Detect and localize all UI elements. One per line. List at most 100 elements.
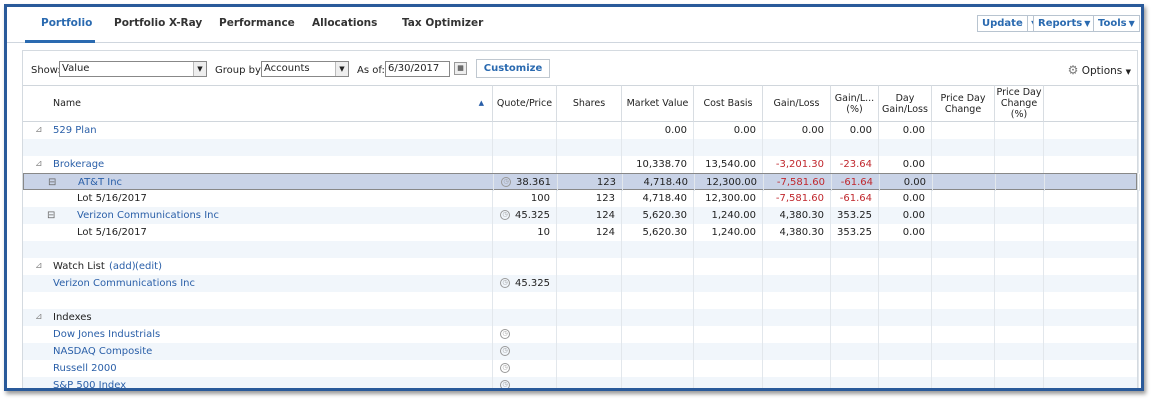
quote-price-cell: ◷ 45.325 [493,275,557,292]
row-name[interactable]: S&P 500 Index [53,380,127,391]
tab-tax-optimizer[interactable]: Tax Optimizer [402,17,484,29]
blank-row [23,292,1139,309]
group-by-value: Accounts [264,63,310,74]
cost-basis-cell [694,360,763,377]
column-header-market-value[interactable]: Market Value [622,85,694,122]
table-row[interactable]: ⊿ 529 Plan 0.00 0.00 0.00 0.00 0.00 [23,122,1139,139]
row-name[interactable]: Russell 2000 [53,363,117,374]
chevron-down-icon: ▼ [1084,19,1091,28]
price-day-change-cell [932,309,995,326]
name-cell: Russell 2000 [23,360,493,377]
shares-cell [557,309,622,326]
column-header-price-day-change[interactable]: Price Day Change [932,85,995,122]
table-row[interactable]: ⊿ Indexes [23,309,1139,326]
cost-basis-cell [694,139,763,156]
group-by-select[interactable]: Accounts ▼ [261,61,349,77]
cell-value: 4,380.30 [779,227,824,238]
name-cell [23,139,493,156]
collapse-triangle-icon[interactable]: ⊿ [35,261,43,271]
filler-cell [1044,377,1139,388]
tab-allocations[interactable]: Allocations [312,17,378,29]
watchlist-add-link[interactable]: (add) [109,261,136,272]
table-row[interactable]: S&P 500 Index ◷ [23,377,1139,391]
name-cell: S&P 500 Index [23,377,493,391]
cell-value: 123 [596,177,616,188]
collapse-triangle-icon[interactable]: ⊿ [35,125,43,135]
table-row[interactable]: ⊿ Watch List (add) (edit) [23,258,1139,275]
gain-loss-cell: -3,201.30 [763,156,831,173]
table-row[interactable]: ⊿ Brokerage 10,338.70 13,540.00 -3,201.30 -23… [23,156,1139,173]
show-select[interactable]: Value ▼ [59,61,207,77]
column-header-label: Gain/Loss [773,98,820,109]
collapse-triangle-icon[interactable]: ⊿ [35,312,43,322]
tab-portfolio[interactable]: Portfolio [41,17,93,29]
column-header-day-gain-loss[interactable]: Day Gain/Loss [879,85,932,122]
tools-button[interactable]: Tools ▼ [1093,15,1140,32]
column-header-shares[interactable]: Shares [557,85,622,122]
column-header-cost-basis[interactable]: Cost Basis [694,85,763,122]
table-row[interactable]: Lot 5/16/2017 100 123 4,718.40 12,300.00 -7,5… [23,190,1139,207]
row-name[interactable]: Dow Jones Industrials [53,329,161,340]
table-row[interactable]: Verizon Communications Inc ◷ 45.325 [23,275,1139,292]
column-header-name[interactable]: Name ▲ [23,85,493,122]
day-gain-loss-cell [879,241,932,258]
collapse-triangle-icon[interactable]: ⊿ [35,159,43,169]
row-name[interactable]: 529 Plan [53,125,97,136]
price-day-change-pct-cell [995,207,1044,224]
row-name[interactable]: Brokerage [53,159,105,170]
price-day-change-cell [932,139,995,156]
market-value-cell: 0.00 [622,122,694,139]
column-header-gain-loss-pct[interactable]: Gain/L... (%) [831,85,879,122]
collapse-box-icon[interactable]: ⊟ [47,210,56,221]
column-header-filler[interactable] [1044,85,1139,122]
cell-value: 0.00 [801,125,824,136]
column-header-price-day-change-pct[interactable]: Price Day Change (%) [995,85,1044,122]
row-name: Watch List [53,261,105,272]
show-value: Value [62,63,90,74]
collapse-box-icon[interactable]: ⊟ [48,177,57,188]
price-day-change-cell [932,377,995,388]
gain-loss-pct-cell: -61.64 [831,190,879,207]
cost-basis-cell [694,377,763,388]
filler-cell [1044,224,1139,241]
row-name[interactable]: NASDAQ Composite [53,346,153,357]
gain-loss-pct-cell [831,360,879,377]
column-header-label: Price Day Change (%) [996,87,1042,120]
shares-cell [557,275,622,292]
cell-value: 0.00 [902,193,925,204]
price-day-change-pct-cell [995,190,1044,207]
row-name[interactable]: Verizon Communications Inc [53,278,195,289]
cell-value: 0.00 [903,177,926,188]
table-row[interactable]: ⊟ AT&T Inc ◷ 38.361 123 4,718.40 12,300.00 -7,5… [23,173,1140,191]
row-name[interactable]: Verizon Communications Inc [77,210,219,221]
calendar-icon[interactable]: ▦ [454,62,467,75]
clock-icon: ◷ [500,380,510,388]
cell-value: 0.00 [902,227,925,238]
reports-button[interactable]: Reports ▼ [1033,15,1096,32]
cell-value: 12,300.00 [705,193,756,204]
column-header-quote-price[interactable]: Quote/Price [493,85,557,122]
name-cell: Lot 5/16/2017 [23,224,493,241]
customize-button[interactable]: Customize [476,59,550,78]
table-row[interactable]: Russell 2000 ◷ [23,360,1139,377]
watchlist-edit-link[interactable]: (edit) [135,261,163,272]
table-row[interactable]: Lot 5/16/2017 10 124 5,620.30 1,240.00 4,380.… [23,224,1139,241]
cell-value: 4,718.40 [642,193,687,204]
shares-cell [557,360,622,377]
table-row[interactable]: NASDAQ Composite ◷ [23,343,1139,360]
options-button[interactable]: ⚙ Options ▼ [1068,63,1131,77]
price-day-change-pct-cell [995,292,1044,309]
row-name[interactable]: AT&T Inc [78,177,123,188]
table-row[interactable]: ⊟ Verizon Communications Inc ◷ 45.325 124 5,6… [23,207,1139,224]
tab-performance[interactable]: Performance [219,17,295,29]
gain-loss-pct-cell: 353.25 [831,224,879,241]
as-of-date-input[interactable]: 6/30/2017 [385,61,450,77]
tab-portfolio-x-ray[interactable]: Portfolio X-Ray [114,17,203,29]
column-header-gain-loss[interactable]: Gain/Loss [763,85,831,122]
market-value-cell: 4,718.40 [622,190,694,207]
gain-loss-cell [763,326,831,343]
cell-value: -61.64 [839,193,872,204]
gain-loss-pct-cell: -61.64 [832,174,880,191]
chevron-down-icon: ▼ [1128,19,1135,28]
table-row[interactable]: Dow Jones Industrials ◷ [23,326,1139,343]
